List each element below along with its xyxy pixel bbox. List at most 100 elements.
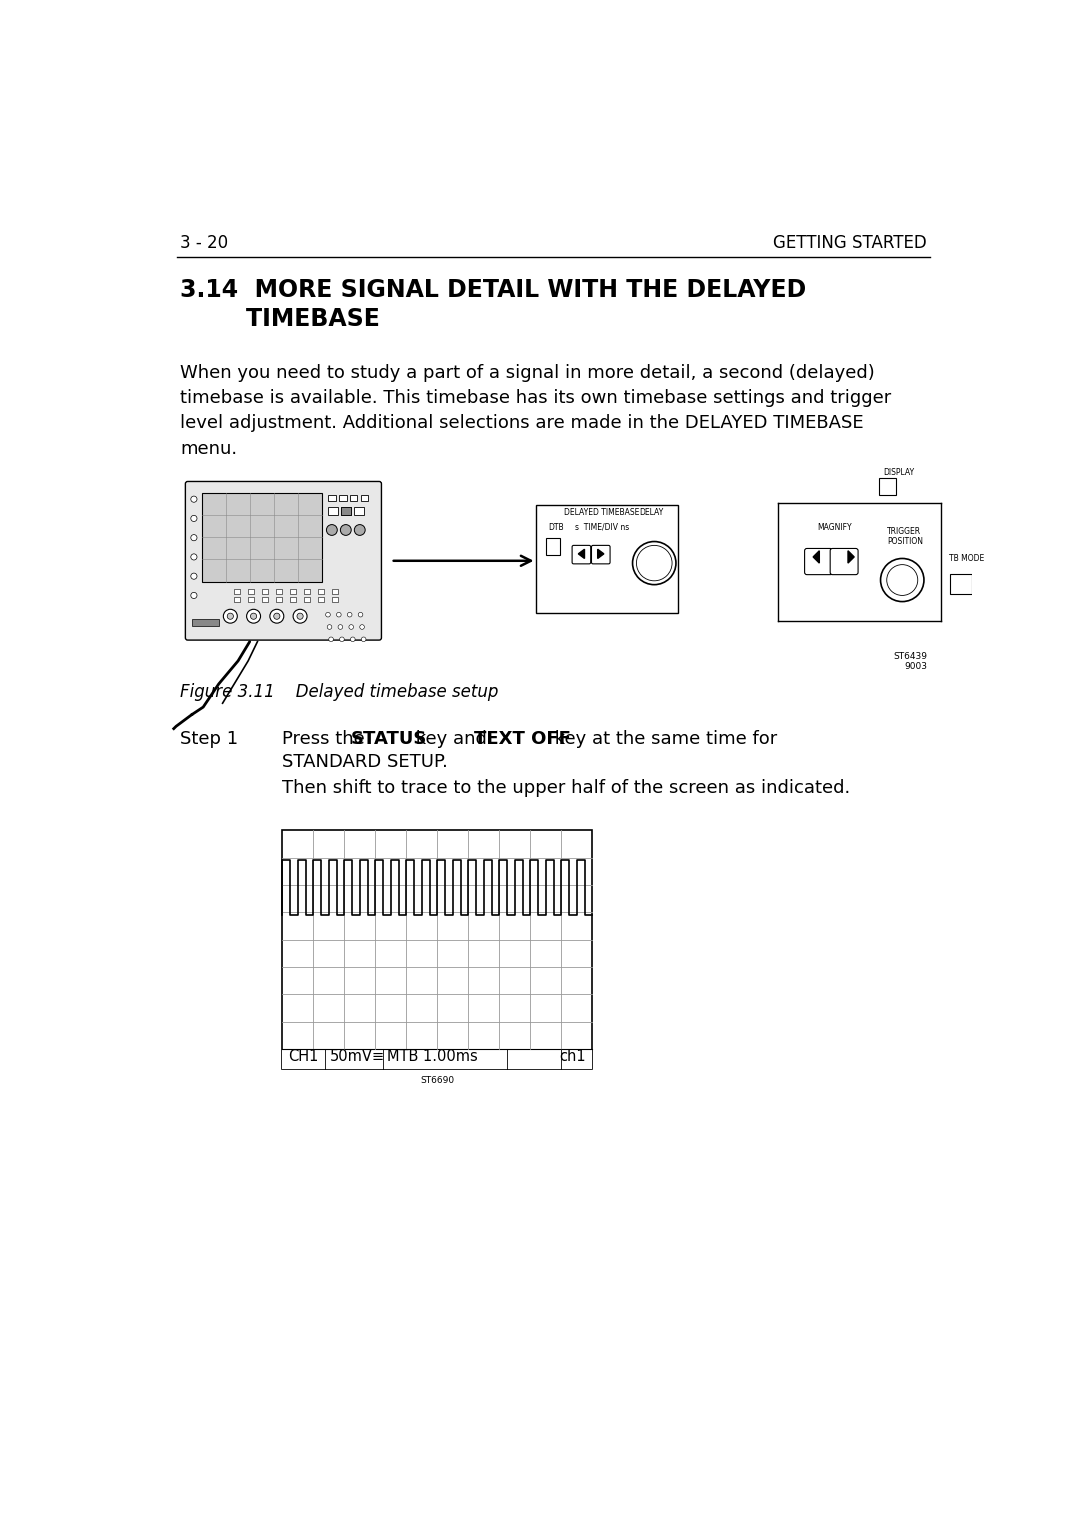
Circle shape [191,553,197,560]
Circle shape [297,613,303,619]
FancyBboxPatch shape [186,482,381,641]
Circle shape [360,625,364,630]
Bar [328,494,336,500]
Circle shape [326,524,337,535]
Bar [282,1049,592,1069]
Text: s  TIME/DIV ns: s TIME/DIV ns [576,523,630,532]
Bar [318,589,324,593]
Bar [291,589,296,593]
Bar [341,508,351,515]
Bar [276,596,282,601]
Bar [248,596,255,601]
Text: Press the: Press the [282,729,370,748]
Circle shape [251,613,257,619]
Circle shape [350,638,355,642]
Text: 3.14  MORE SIGNAL DETAIL WITH THE DELAYED: 3.14 MORE SIGNAL DETAIL WITH THE DELAYED [180,278,806,303]
Text: MTB 1.00ms: MTB 1.00ms [387,1049,477,1064]
Bar [361,494,368,500]
Text: TEXT OFF: TEXT OFF [474,729,571,748]
Text: STATUS: STATUS [351,729,428,748]
Bar [191,619,218,627]
Circle shape [362,638,366,642]
Text: key at the same time for: key at the same time for [549,729,778,748]
Text: POSITION: POSITION [887,537,922,546]
Bar [341,508,351,515]
Text: TB MODE: TB MODE [948,553,984,563]
Bar [350,494,357,500]
Text: menu.: menu. [180,440,238,457]
Circle shape [191,495,197,502]
Bar [202,492,322,581]
Text: 50mV≡: 50mV≡ [330,1049,386,1064]
Bar [234,589,241,593]
Circle shape [191,535,197,541]
Circle shape [224,609,238,624]
Text: DISPLAY: DISPLAY [882,468,914,477]
Circle shape [354,524,365,535]
Text: 3 - 20: 3 - 20 [180,234,228,252]
Circle shape [633,541,676,584]
Bar [262,589,268,593]
Bar [332,589,338,593]
Circle shape [348,613,352,618]
Circle shape [349,625,353,630]
Text: DELAY: DELAY [638,508,663,517]
Circle shape [227,613,233,619]
Bar [303,589,310,593]
Bar [303,596,310,601]
Circle shape [273,613,280,619]
Text: DTB: DTB [548,523,564,532]
Text: key and: key and [410,729,492,748]
Bar [950,573,972,593]
Bar [879,479,896,495]
Text: ST6690: ST6690 [420,1076,455,1086]
Bar [262,596,268,601]
Text: Figure 3.11    Delayed timebase setup: Figure 3.11 Delayed timebase setup [180,683,498,702]
Circle shape [191,573,197,579]
Text: When you need to study a part of a signal in more detail, a second (delayed): When you need to study a part of a signa… [180,364,875,382]
Text: TIMEBASE: TIMEBASE [180,307,380,330]
Text: level adjustment. Additional selections are made in the DELAYED TIMEBASE: level adjustment. Additional selections … [180,414,864,433]
Circle shape [339,638,345,642]
Circle shape [327,625,332,630]
Text: 9003: 9003 [904,662,927,671]
FancyBboxPatch shape [572,546,591,564]
Polygon shape [597,549,604,558]
Circle shape [191,592,197,598]
FancyBboxPatch shape [592,546,610,564]
Text: MAGNIFY: MAGNIFY [816,523,852,532]
Circle shape [338,625,342,630]
Circle shape [337,613,341,618]
Text: DELAYED TIMEBASE: DELAYED TIMEBASE [564,508,639,517]
Bar [545,538,559,555]
Circle shape [359,613,363,618]
Bar [328,508,338,515]
Bar [339,494,347,500]
Circle shape [636,546,672,581]
Circle shape [880,558,924,601]
Bar [318,596,324,601]
Bar [332,596,338,601]
Bar [537,506,677,613]
Bar [276,589,282,593]
Text: timebase is available. This timebase has its own timebase settings and trigger: timebase is available. This timebase has… [180,388,891,407]
FancyBboxPatch shape [831,549,859,575]
Text: ch1: ch1 [559,1049,586,1064]
Bar [248,589,255,593]
Bar [354,508,364,515]
Circle shape [270,609,284,624]
Circle shape [887,564,918,595]
Circle shape [326,613,330,618]
Circle shape [328,638,334,642]
Bar [291,596,296,601]
Bar [282,830,592,1069]
Text: Step 1: Step 1 [180,729,238,748]
Text: ST6439: ST6439 [893,651,927,661]
Circle shape [246,609,260,624]
Circle shape [293,609,307,624]
Text: CH1: CH1 [288,1049,319,1064]
Bar [234,596,241,601]
FancyBboxPatch shape [805,549,833,575]
Text: TRIGGER: TRIGGER [887,528,921,535]
Polygon shape [578,549,584,558]
